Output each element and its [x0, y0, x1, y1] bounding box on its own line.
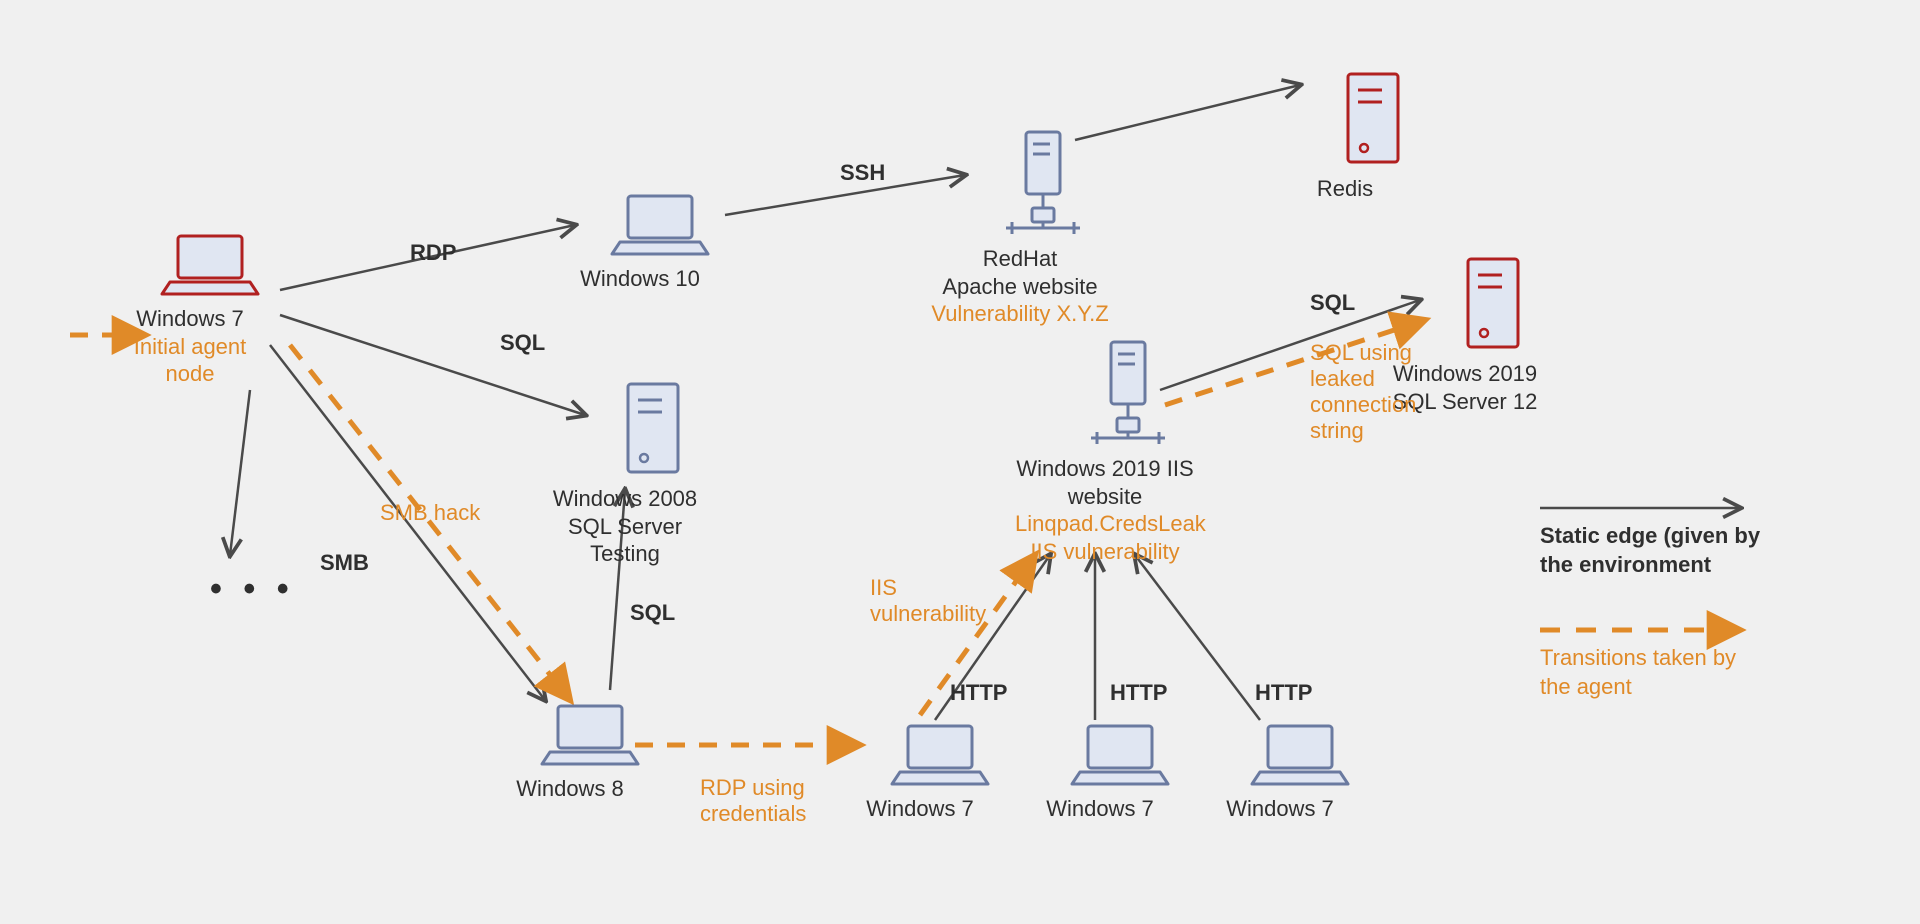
- node-sublabel: Initial agent node: [100, 333, 280, 388]
- legend-agent-label: Transitions taken bythe agent: [1540, 644, 1736, 701]
- edge-label: HTTP: [950, 680, 1007, 706]
- node-label: Windows 7: [1010, 795, 1190, 823]
- edge-label: HTTP: [1110, 680, 1167, 706]
- node-sublabel: Linqpad.CredsLeak IIS vulnerability: [1015, 510, 1195, 565]
- node-label: Windows 7: [100, 305, 280, 333]
- node-label: RedHat Apache website: [930, 245, 1110, 300]
- node-sql2008: Windows 2008 SQL Server Testing: [535, 380, 715, 568]
- node-label: Windows 8: [480, 775, 660, 803]
- node-label: Windows 2008 SQL Server Testing: [535, 485, 715, 568]
- edge-label: SMB: [320, 550, 369, 576]
- node-redis: Redis: [1255, 70, 1435, 203]
- node-label: Windows 2019 IIS website: [1015, 455, 1195, 510]
- node-label: Windows 7: [1190, 795, 1370, 823]
- node-win10: Windows 10: [550, 190, 730, 293]
- edge-label: RDP: [410, 240, 456, 266]
- edge-label: IISvulnerability: [870, 575, 986, 627]
- edge-label: SQL usingleakedconnectionstring: [1310, 340, 1416, 444]
- node-win7_initial: Windows 7Initial agent node: [100, 230, 280, 388]
- ellipsis: • • •: [210, 570, 295, 609]
- node-win7c: Windows 7: [1190, 720, 1370, 823]
- node-iis: Windows 2019 IIS websiteLinqpad.CredsLea…: [1015, 340, 1195, 565]
- node-sublabel: Vulnerability X.Y.Z: [930, 300, 1110, 328]
- legend-static-label: Static edge (given bythe environment: [1540, 522, 1760, 579]
- edge-label: HTTP: [1255, 680, 1312, 706]
- node-label: Windows 7: [830, 795, 1010, 823]
- node-redhat: RedHat Apache websiteVulnerability X.Y.Z: [930, 130, 1110, 328]
- edge-label: SQL: [500, 330, 545, 356]
- edge-label: SQL: [1310, 290, 1355, 316]
- node-label: Redis: [1255, 175, 1435, 203]
- diagram-canvas: Windows 7Initial agent node Windows 10 W…: [0, 0, 1920, 924]
- node-win8: Windows 8: [480, 700, 660, 803]
- edge-label: SSH: [840, 160, 885, 186]
- node-label: Windows 10: [550, 265, 730, 293]
- node-win7a: Windows 7: [830, 720, 1010, 823]
- edge-1: [230, 390, 250, 555]
- edge-label: SMB hack: [380, 500, 480, 526]
- node-win7b: Windows 7: [1010, 720, 1190, 823]
- edge-label: RDP usingcredentials: [700, 775, 806, 827]
- edge-label: SQL: [630, 600, 675, 626]
